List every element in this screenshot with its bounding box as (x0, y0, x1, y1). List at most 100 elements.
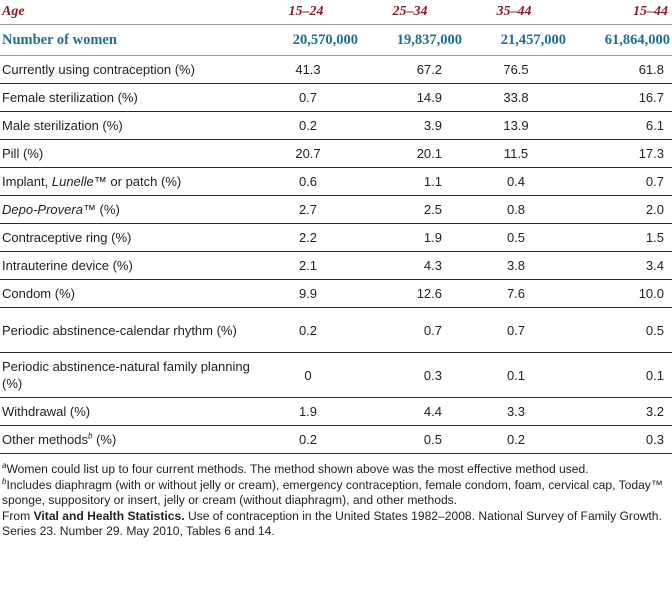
label-part: Other methods (2, 432, 88, 447)
cell: 3.8 (464, 251, 568, 280)
row-label: Intrauterine device (%) (0, 251, 256, 280)
footnote-a: aWomen could list up to four current met… (2, 460, 670, 477)
cell: 2.1 (256, 251, 360, 280)
label-part: (%) (92, 432, 117, 447)
row-label: Female sterilization (%) (0, 83, 256, 112)
footnotes: aWomen could list up to four current met… (0, 454, 672, 539)
cell: 0.2 (464, 425, 568, 454)
source-rest: Use of contraception in the United State… (2, 509, 662, 538)
footnote-text: Women could list up to four current meth… (6, 462, 589, 476)
cell: 0.3 (568, 425, 672, 454)
table-row: Periodic abstinence-calendar rhythm (%) … (0, 307, 672, 353)
label-part: ™ or patch (%) (93, 174, 182, 189)
row-label: Number of women (0, 24, 256, 56)
cell: 13.9 (464, 111, 568, 140)
row-label: Condom (%) (0, 279, 256, 308)
row-label: Pill (%) (0, 139, 256, 168)
cell: 9.9 (256, 279, 360, 308)
cell: 16.7 (568, 83, 672, 112)
cell: 0.1 (568, 352, 672, 398)
cell: 1.5 (568, 223, 672, 252)
label-part-italic: Lunelle (51, 174, 94, 189)
header-15-24: 15–24 (256, 0, 360, 25)
label-part: Implant, (2, 174, 52, 189)
contraception-table: Age 15–24 25–34 35–44 15–44 Number of wo… (0, 0, 672, 454)
header-35-44: 35–44 (464, 0, 568, 25)
cell: 0.2 (256, 307, 360, 353)
cell: 0.7 (360, 307, 464, 353)
cell: 7.6 (464, 279, 568, 308)
row-label: Periodic abstinence-calendar rhythm (%) (0, 307, 256, 353)
table-row: Male sterilization (%) 0.2 3.9 13.9 6.1 (0, 111, 672, 140)
header-age: Age (0, 0, 256, 25)
row-label: Periodic abstinence-natural family plann… (0, 352, 256, 398)
table-row: Currently using contraception (%) 41.3 6… (0, 55, 672, 84)
cell: 10.0 (568, 279, 672, 308)
row-label: Contraceptive ring (%) (0, 223, 256, 252)
table-row: Female sterilization (%) 0.7 14.9 33.8 1… (0, 83, 672, 112)
table-row: Periodic abstinence-natural family plann… (0, 352, 672, 398)
source-title: Vital and Health Statistics. (33, 509, 185, 523)
cell: 0.5 (464, 223, 568, 252)
footnote-mark: b (88, 431, 93, 441)
cell: 0.3 (360, 352, 464, 398)
cell: 61.8 (568, 55, 672, 84)
cell: 0.5 (568, 307, 672, 353)
table-row: Depo-Provera™ (%) 2.7 2.5 0.8 2.0 (0, 195, 672, 224)
cell: 0.6 (256, 167, 360, 196)
cell: 0.7 (568, 167, 672, 196)
source-note: From Vital and Health Statistics. Use of… (2, 509, 670, 539)
row-label: Male sterilization (%) (0, 111, 256, 140)
cell: 3.9 (360, 111, 464, 140)
cell: 41.3 (256, 55, 360, 84)
cell: 21,457,000 (464, 24, 568, 56)
cell: 0.2 (256, 111, 360, 140)
cell: 0.2 (256, 425, 360, 454)
cell: 67.2 (360, 55, 464, 84)
table-row: Condom (%) 9.9 12.6 7.6 10.0 (0, 279, 672, 308)
cell: 3.2 (568, 397, 672, 426)
cell: 0.8 (464, 195, 568, 224)
table-row: Pill (%) 20.7 20.1 11.5 17.3 (0, 139, 672, 168)
cell: 11.5 (464, 139, 568, 168)
table-row: Contraceptive ring (%) 2.2 1.9 0.5 1.5 (0, 223, 672, 252)
cell: 0.5 (360, 425, 464, 454)
row-label: Other methodsb (%) (0, 425, 256, 454)
cell: 20,570,000 (256, 24, 360, 56)
cell: 1.9 (256, 397, 360, 426)
row-label: Withdrawal (%) (0, 397, 256, 426)
source-prefix: From (2, 509, 34, 523)
footnote-b: bIncludes diaphragm (with or without jel… (2, 476, 670, 508)
cell: 17.3 (568, 139, 672, 168)
label-part-italic: Depo-Provera (2, 202, 83, 217)
cell: 0.7 (464, 307, 568, 353)
header-25-34: 25–34 (360, 0, 464, 25)
cell: 1.9 (360, 223, 464, 252)
header-15-44: 15–44 (568, 0, 672, 25)
table-row: Other methodsb (%) 0.2 0.5 0.2 0.3 (0, 425, 672, 454)
cell: 12.6 (360, 279, 464, 308)
number-of-women-row: Number of women 20,570,000 19,837,000 21… (0, 24, 672, 56)
cell: 33.8 (464, 83, 568, 112)
cell: 6.1 (568, 111, 672, 140)
cell: 76.5 (464, 55, 568, 84)
cell: 0.4 (464, 167, 568, 196)
footnote-mark: a (2, 460, 7, 470)
cell: 0 (256, 352, 360, 398)
cell: 2.5 (360, 195, 464, 224)
cell: 0.1 (464, 352, 568, 398)
row-label: Currently using contraception (%) (0, 55, 256, 84)
cell: 1.1 (360, 167, 464, 196)
footnote-text: Includes diaphragm (with or without jell… (2, 478, 663, 507)
cell: 2.2 (256, 223, 360, 252)
footnote-mark: b (2, 476, 7, 486)
cell: 14.9 (360, 83, 464, 112)
cell: 3.4 (568, 251, 672, 280)
table-row: Withdrawal (%) 1.9 4.4 3.3 3.2 (0, 397, 672, 426)
cell: 0.7 (256, 83, 360, 112)
cell: 3.3 (464, 397, 568, 426)
cell: 4.4 (360, 397, 464, 426)
cell: 61,864,000 (568, 24, 672, 56)
label-part: ™ (%) (82, 202, 120, 217)
